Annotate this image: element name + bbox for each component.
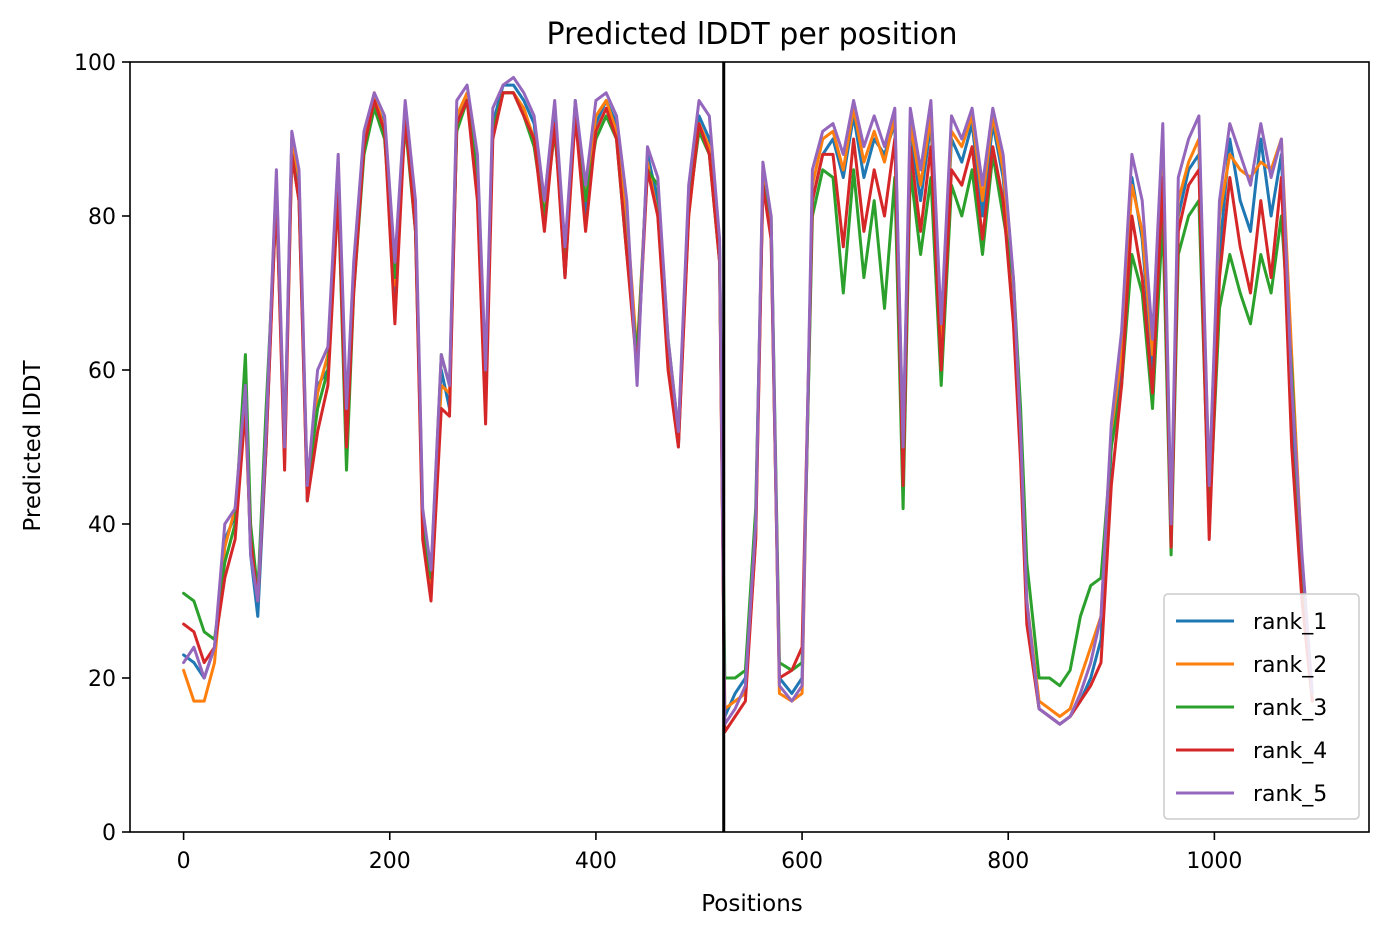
chart-title: Predicted lDDT per position [547,17,958,52]
x-tick-label: 600 [781,849,823,874]
y-tick-label: 100 [74,51,116,76]
x-axis-label: Positions [701,891,803,917]
series-line-rank_5 [182,75,1314,726]
axis-ticks: 0 200 400 600 800 1000 0 20 40 60 80 100 [74,51,1242,874]
legend-box [1163,593,1360,820]
x-tick-label: 400 [575,849,617,874]
y-tick-label: 40 [88,513,116,538]
legend: rank_1 rank_2 rank_3 rank_4 rank_5 [1163,593,1360,820]
series-line-rank_3 [182,91,1314,695]
y-tick-label: 20 [88,667,116,692]
series-line-rank_4 [182,91,1314,734]
y-tick-label: 60 [88,359,116,384]
x-tick-label: 1000 [1186,849,1242,874]
y-tick-label: 0 [102,821,116,846]
legend-label-rank_5: rank_5 [1253,782,1327,807]
legend-label-rank_1: rank_1 [1253,610,1327,635]
x-tick-label: 200 [369,849,411,874]
series-group [182,75,1314,734]
y-axis-label: Predicted lDDT [20,359,46,531]
plot-area [129,61,1370,833]
y-tick-label: 80 [88,205,116,230]
legend-label-rank_3: rank_3 [1253,696,1327,721]
plot-frame [129,61,1370,833]
legend-label-rank_2: rank_2 [1253,653,1327,678]
x-tick-label: 0 [177,849,191,874]
x-tick-label: 800 [987,849,1029,874]
legend-label-rank_4: rank_4 [1253,739,1327,764]
